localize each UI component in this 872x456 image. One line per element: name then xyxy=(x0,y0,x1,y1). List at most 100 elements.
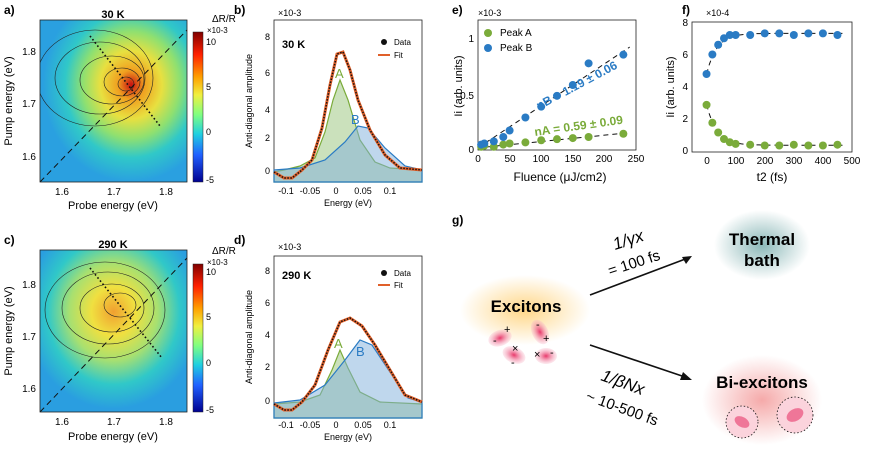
b-xtick-1: -0.1 xyxy=(278,186,294,196)
b-data-line xyxy=(273,51,423,179)
e-legend-b: Peak B xyxy=(500,43,533,54)
e-point-b-5 xyxy=(521,113,530,122)
c-cbar-label: ΔR/R xyxy=(212,246,236,257)
e-point-a-5 xyxy=(521,138,530,147)
e-axes xyxy=(477,19,637,151)
biexciton-2-core xyxy=(786,408,804,422)
e-point-a-3 xyxy=(499,140,508,149)
c-cbar-t1: 10 xyxy=(206,267,216,277)
excitons-glow xyxy=(460,275,590,345)
a-cbar-t1: 10 xyxy=(206,37,216,47)
c-ytick-3: 1.6 xyxy=(22,384,36,395)
heatmap-a xyxy=(40,20,187,182)
d-xtick-1: -0.1 xyxy=(278,420,294,430)
f-xtick-3: 200 xyxy=(757,156,774,167)
f-point-upper-1 xyxy=(708,50,717,59)
d-ytick-4: 2 xyxy=(265,362,270,372)
panel-a-letter: a) xyxy=(4,3,15,17)
b-exp: ×10-3 xyxy=(278,8,301,18)
f-ytick-1: 8 xyxy=(682,18,688,29)
d-ylabel: Anti-diagonal amplitude xyxy=(244,290,254,384)
f-point-upper-7 xyxy=(760,29,769,38)
f-point-upper-4 xyxy=(725,31,734,39)
heatmap-c xyxy=(40,250,187,412)
panel-e-letter: e) xyxy=(452,3,463,17)
e-point-b-3 xyxy=(499,133,508,141)
d-legend-fit: Fit xyxy=(394,281,404,290)
panel-b-letter: b) xyxy=(234,3,245,17)
f-point-lower-0 xyxy=(702,100,711,109)
d-peak-b xyxy=(273,339,423,419)
panel-a-title: 30 K xyxy=(101,9,124,21)
f-ytick-3: 4 xyxy=(682,82,688,93)
panel-g: g) Excitons + - - + × - × - 1/γx = 100 f… xyxy=(452,210,822,445)
f-xtick-6: 500 xyxy=(844,156,861,167)
exciton-charge-3: - xyxy=(536,319,540,331)
a-cbar-label: ΔR/R xyxy=(212,14,236,25)
panel-a: a) 30 K 1.6 1.7 1.8 1.8 1.7 1.6 Probe en… xyxy=(3,3,236,212)
b-legend-fit: Fit xyxy=(394,51,404,60)
d-ytick-3: 4 xyxy=(265,330,270,340)
e-point-a-9 xyxy=(584,133,593,141)
f-point-upper-11 xyxy=(818,29,827,38)
f-point-lower-5 xyxy=(731,139,740,148)
exciton-charge-5: × xyxy=(512,343,518,355)
d-label-b: B xyxy=(356,344,365,359)
c-xlabel: Probe energy (eV) xyxy=(68,431,158,443)
d-data-line xyxy=(273,317,423,411)
b-ytick-5: 0 xyxy=(265,166,270,176)
e-point-a-8 xyxy=(568,134,577,143)
b-ylabel: Anti-diagonal amplitude xyxy=(244,54,254,148)
arrow-biexciton-head xyxy=(680,372,692,380)
c-cbar-t4: -5 xyxy=(206,405,214,415)
a-colorbar xyxy=(192,31,204,183)
e-point-b-1 xyxy=(480,139,489,148)
a-cbar-t2: 5 xyxy=(206,82,211,92)
f-point-lower-11 xyxy=(818,141,827,150)
e-xtick-6: 250 xyxy=(628,154,645,165)
b-ytick-2: 6 xyxy=(265,68,270,78)
f-point-lower-10 xyxy=(804,141,813,150)
exciton-charge-7: × xyxy=(534,349,540,361)
e-fit-a: nA = 0.59 ± 0.09 xyxy=(533,113,624,139)
f-point-upper-5 xyxy=(731,31,740,39)
b-xtick-4: 0.05 xyxy=(354,186,372,196)
e-point-b-8 xyxy=(568,81,577,89)
d-ytick-5: 0 xyxy=(265,396,270,406)
f-point-lower-7 xyxy=(760,141,769,150)
c-ytick-2: 1.7 xyxy=(22,332,36,343)
e-point-b-6 xyxy=(537,102,546,111)
f-point-upper-0 xyxy=(702,70,711,78)
e-point-b-10 xyxy=(619,50,628,59)
b-xtick-5: 0.1 xyxy=(384,186,397,196)
panel-b: b) ×10-3 30 K A B Data Fit 8 6 4 2 0 -0.… xyxy=(234,3,423,208)
exciton-charge-4: + xyxy=(543,333,549,345)
d-xtick-5: 0.1 xyxy=(384,420,397,430)
panel-d-letter: d) xyxy=(234,233,245,247)
exciton-charge-2: - xyxy=(493,335,497,347)
e-ytick-3: 0 xyxy=(468,145,474,156)
f-xlabel: t2 (fs) xyxy=(757,170,788,184)
b-xtick-2: -0.05 xyxy=(300,186,321,196)
e-point-b-2 xyxy=(489,137,498,146)
exciton-blob-2 xyxy=(530,319,550,345)
f-ytick-4: 2 xyxy=(682,114,688,125)
e-point-b-9 xyxy=(584,59,593,68)
c-ytick-1: 1.8 xyxy=(22,280,36,291)
e-legend-b-marker xyxy=(484,44,492,52)
panel-f-letter: f) xyxy=(682,3,690,17)
arrow-thermal-head xyxy=(682,256,692,264)
b-legend-data: Data xyxy=(394,38,411,47)
arrow-thermal-line xyxy=(589,257,689,296)
d-legend-data-marker xyxy=(381,270,387,276)
d-xtick-3: 0 xyxy=(333,420,338,430)
a-ytick-1: 1.8 xyxy=(22,47,36,58)
exciton-charge-8: - xyxy=(550,347,554,359)
e-exp: ×10-3 xyxy=(478,8,501,18)
d-xtick-4: 0.05 xyxy=(354,420,372,430)
biexcitons-label: Bi-excitons xyxy=(716,373,808,392)
c-ylabel: Pump energy (eV) xyxy=(3,286,15,375)
exciton-blob-4 xyxy=(535,348,557,364)
exciton-charge-6: - xyxy=(511,357,515,369)
